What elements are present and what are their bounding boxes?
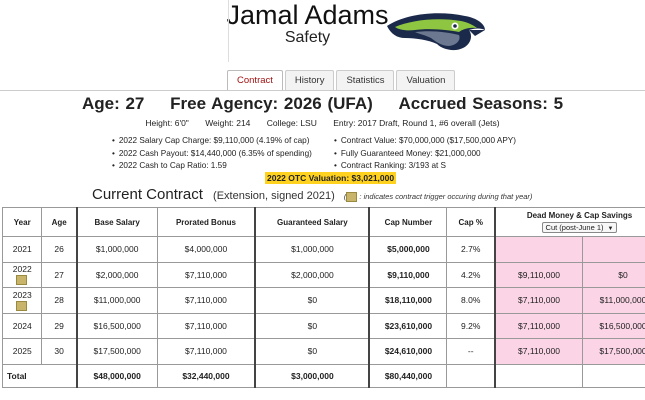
col-base-salary: Base Salary bbox=[75, 207, 158, 237]
dead-money-header: Dead Money & Cap Savings bbox=[526, 211, 633, 220]
tab-underline bbox=[0, 90, 645, 91]
list-item: 2022 Salary Cap Charge: $9,110,000 (4.19… bbox=[112, 135, 312, 148]
cap-bullets: 2022 Salary Cap Charge: $9,110,000 (4.19… bbox=[112, 135, 312, 173]
current-contract-heading: Current Contract (Extension, signed 2021… bbox=[92, 186, 532, 203]
player-position: Safety bbox=[284, 29, 331, 46]
seahawks-logo-icon bbox=[387, 13, 485, 51]
weight-label: Weight: 214 bbox=[205, 118, 251, 128]
contract-table: Year Age Base Salary Prorated Bonus Guar… bbox=[1, 207, 645, 388]
table-row: 2021 26 $1,000,000 $4,000,000 $1,000,000… bbox=[1, 236, 645, 263]
tab-bar: Contract History Statistics Valuation bbox=[227, 70, 456, 90]
table-row: 2022 27 $2,000,000 $7,110,000 $2,000,000… bbox=[1, 261, 645, 288]
trigger-note: (: indicates contract trigger occuring d… bbox=[343, 192, 533, 203]
player-name: Jamal Adams bbox=[226, 0, 389, 30]
notepad-icon[interactable] bbox=[15, 275, 27, 286]
header-divider bbox=[228, 0, 229, 62]
age-label: Age: 27 bbox=[81, 94, 145, 113]
notepad-icon[interactable] bbox=[15, 300, 27, 311]
col-cap-number: Cap Number bbox=[368, 207, 448, 237]
list-item: Contract Ranking: 3/193 at S bbox=[334, 160, 516, 173]
height-label: Height: 6'0" bbox=[145, 118, 189, 128]
tab-contract[interactable]: Contract bbox=[227, 70, 283, 90]
tab-statistics[interactable]: Statistics bbox=[336, 70, 395, 90]
extension-label: (Extension, signed 2021) bbox=[213, 190, 335, 202]
col-age: Age bbox=[41, 207, 78, 237]
player-summary: Age: 27 Free Agency: 2026 (UFA) Accrued … bbox=[0, 94, 645, 114]
table-row: 2025 30 $17,500,000 $7,110,000 $0 $24,61… bbox=[1, 338, 645, 365]
col-guaranteed-salary: Guaranteed Salary bbox=[254, 207, 370, 237]
player-header: Jamal Adams Safety bbox=[0, 0, 645, 66]
accrued-seasons-label: Accrued Seasons: 5 bbox=[398, 94, 564, 113]
list-item: Contract Value: $70,000,000 ($17,500,000… bbox=[334, 135, 516, 148]
chevron-down-icon: ▼ bbox=[607, 226, 614, 232]
table-row: 2023 28 $11,000,000 $7,110,000 $0 $18,11… bbox=[1, 287, 645, 314]
list-item: 2022 Cash Payout: $14,440,000 (6.35% of … bbox=[112, 148, 312, 161]
free-agency-label: Free Agency: 2026 (UFA) bbox=[170, 94, 373, 113]
total-row: Total $48,000,000 $32,440,000 $3,000,000… bbox=[1, 363, 645, 388]
tab-valuation[interactable]: Valuation bbox=[396, 70, 456, 90]
list-item: Fully Guaranteed Money: $21,000,000 bbox=[334, 148, 516, 161]
col-dead-money: Dead Money & Cap Savings Cut (post-June … bbox=[494, 207, 645, 237]
col-prorated-bonus: Prorated Bonus bbox=[156, 207, 256, 237]
tab-history[interactable]: History bbox=[284, 70, 335, 90]
current-contract-title: Current Contract bbox=[92, 186, 203, 203]
player-info: Height: 6'0" Weight: 214 College: LSU En… bbox=[0, 118, 645, 128]
entry-label: Entry: 2017 Draft, Round 1, #6 overall (… bbox=[333, 118, 500, 128]
col-year: Year bbox=[1, 207, 43, 237]
college-label: College: LSU bbox=[266, 118, 317, 128]
col-cap-pct: Cap % bbox=[446, 207, 496, 237]
table-row: 2024 29 $16,500,000 $7,110,000 $0 $23,61… bbox=[1, 312, 645, 339]
list-item: 2022 Cash to Cap Ratio: 1.59 bbox=[112, 160, 312, 173]
cut-type-select[interactable]: Cut (post-June 1) ▼ bbox=[541, 222, 618, 233]
notepad-icon bbox=[346, 192, 358, 203]
otc-valuation: 2022 OTC Valuation: $3,021,000 bbox=[265, 172, 397, 184]
contract-bullets: Contract Value: $70,000,000 ($17,500,000… bbox=[334, 135, 516, 173]
